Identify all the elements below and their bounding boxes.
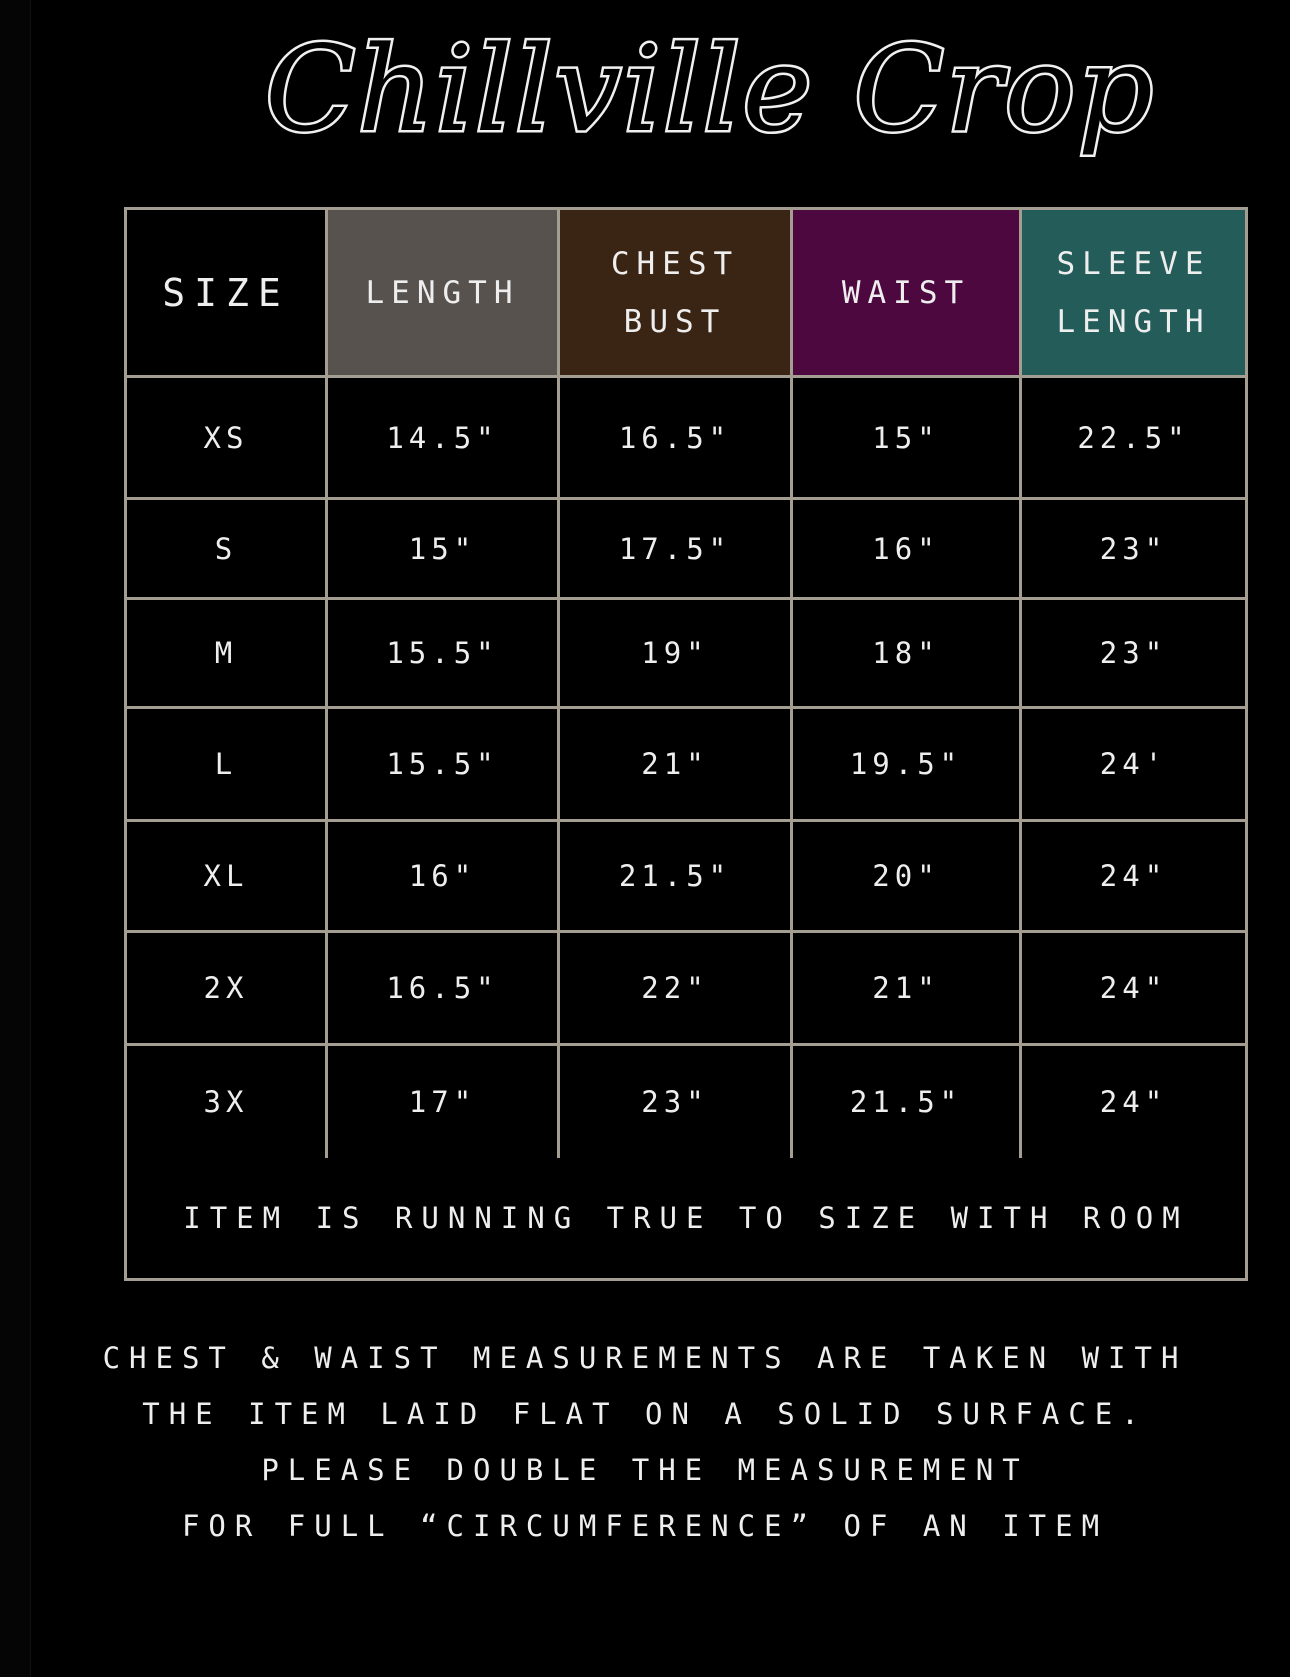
measurement-instructions: CHEST & WAIST MEASUREMENTS ARE TAKEN WIT… xyxy=(0,1330,1290,1554)
cell-waist: 20" xyxy=(793,822,1022,930)
product-title: Chillville Crop xyxy=(263,18,1156,161)
instruction-line: PLEASE DOUBLE THE MEASUREMENT xyxy=(261,1453,1029,1487)
cell-length: 16" xyxy=(328,822,560,930)
table-row: M 15.5" 19" 18" 23" xyxy=(127,600,1245,709)
header-label: LENGTH xyxy=(1056,303,1211,340)
cell-waist: 16" xyxy=(793,500,1022,597)
header-size: SIZE xyxy=(127,210,328,375)
cell-length: 15" xyxy=(328,500,560,597)
cell-chest: 17.5" xyxy=(560,500,793,597)
table-row: L 15.5" 21" 19.5" 24' xyxy=(127,709,1245,822)
cell-length: 15.5" xyxy=(328,600,560,706)
cell-size: S xyxy=(127,500,328,597)
cell-length: 15.5" xyxy=(328,709,560,819)
cell-waist: 19.5" xyxy=(793,709,1022,819)
table-row: XS 14.5" 16.5" 15" 22.5" xyxy=(127,378,1245,500)
header-row: SIZE LENGTH CHEST BUST WAIST SLEEVE LENGTH xyxy=(127,210,1245,378)
cell-chest: 19" xyxy=(560,600,793,706)
cell-length: 14.5" xyxy=(328,378,560,497)
cell-sleeve: 24" xyxy=(1099,859,1168,893)
cell-sleeve: 23" xyxy=(1099,636,1168,670)
header-sleeve: SLEEVE LENGTH xyxy=(1022,210,1245,375)
header-label: SIZE xyxy=(162,270,290,315)
cell-size: M xyxy=(127,600,328,706)
cell-waist: 15" xyxy=(793,378,1022,497)
cell-waist: 21.5" xyxy=(793,1046,1022,1158)
cell-sleeve: 23" xyxy=(1099,531,1168,566)
cell-length: 17" xyxy=(328,1046,560,1158)
header-label: LENGTH xyxy=(365,274,520,311)
cell-chest: 22" xyxy=(560,933,793,1043)
table-row: XL 16" 21.5" 20" 24" xyxy=(127,822,1245,933)
cell-chest: 21" xyxy=(560,709,793,819)
cell-chest: 23" xyxy=(560,1046,793,1158)
cell-chest: 16.5" xyxy=(560,378,793,497)
cell-length: 16.5" xyxy=(328,933,560,1043)
header-label: BUST xyxy=(623,303,727,340)
header-waist: WAIST xyxy=(793,210,1022,375)
cell-chest: 21.5" xyxy=(560,822,793,930)
cell-waist: 18" xyxy=(793,600,1022,706)
cell-size: XS xyxy=(127,378,328,497)
cell-sleeve: 22.5" xyxy=(1077,420,1190,455)
header-label: WAIST xyxy=(841,274,971,311)
table-row: 2X 16.5" 22" 21" 24" xyxy=(127,933,1245,1046)
header-label: SLEEVE xyxy=(1056,245,1211,282)
table-row: S 15" 17.5" 16" 23" xyxy=(127,500,1245,600)
fit-note: ITEM IS RUNNING TRUE TO SIZE WITH ROOM xyxy=(183,1201,1189,1235)
cell-sleeve: 24' xyxy=(1099,747,1168,781)
cell-sleeve: 24" xyxy=(1099,971,1168,1005)
header-label: CHEST xyxy=(610,245,740,282)
instruction-line: CHEST & WAIST MEASUREMENTS ARE TAKEN WIT… xyxy=(102,1341,1188,1375)
cell-size: 3X xyxy=(127,1046,328,1158)
header-length: LENGTH xyxy=(328,210,560,375)
cell-sleeve: 24" xyxy=(1099,1085,1168,1119)
left-edge xyxy=(0,0,31,1677)
size-chart-table: SIZE LENGTH CHEST BUST WAIST SLEEVE LENGTH XS 1… xyxy=(124,207,1248,1281)
cell-size: 2X xyxy=(127,933,328,1043)
cell-size: XL xyxy=(127,822,328,930)
instruction-line: FOR FULL “CIRCUMFERENCE” OF AN ITEM xyxy=(181,1509,1109,1543)
table-row: 3X 17" 23" 21.5" 24" xyxy=(127,1046,1245,1158)
cell-size: L xyxy=(127,709,328,819)
instruction-line: THE ITEM LAID FLAT ON A SOLID SURFACE. xyxy=(142,1397,1148,1431)
cell-waist: 21" xyxy=(793,933,1022,1043)
header-chest: CHEST BUST xyxy=(560,210,793,375)
